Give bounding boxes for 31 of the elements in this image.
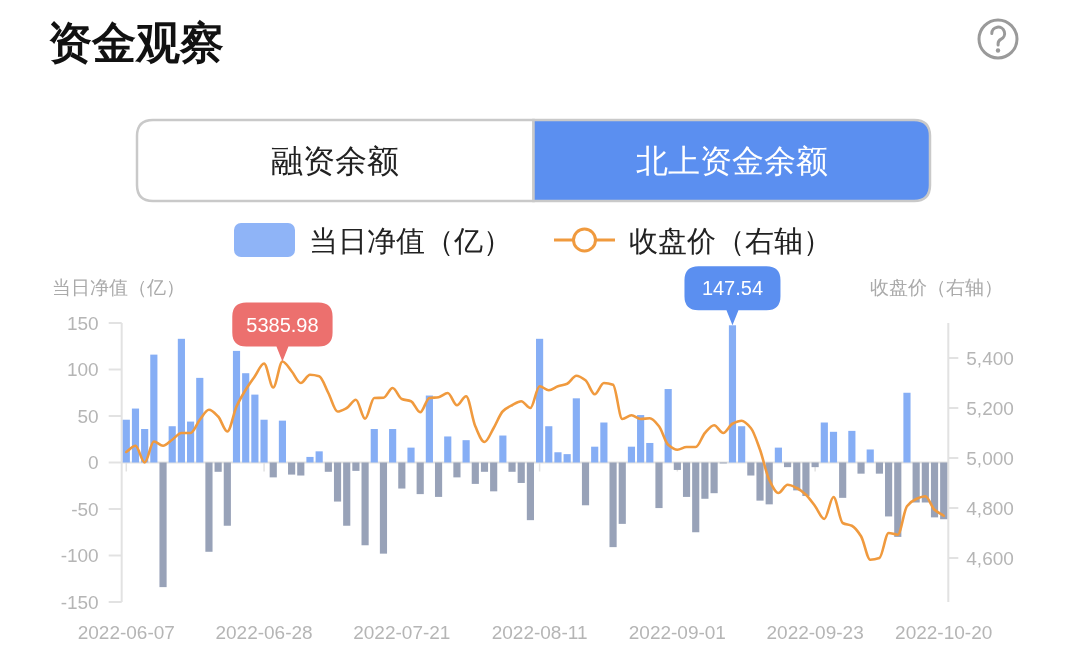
- x-tick-label: 2022-09-23: [766, 622, 864, 643]
- y2-tick-label: 5,400: [966, 347, 1014, 369]
- toggle-button: 北上资金余额: [532, 118, 932, 203]
- callout: 147.54: [684, 266, 781, 326]
- y2-tick-label: 5,000: [966, 447, 1014, 469]
- data-label: 147.54: [701, 277, 764, 300]
- y-tick-label: 0: [88, 452, 99, 473]
- y-tick-label: -100: [60, 545, 99, 566]
- x-tick-label: 2022-08-11: [491, 622, 588, 643]
- x-tick-label: 2022-09-01: [628, 622, 726, 643]
- data-label: 5385.98: [246, 313, 319, 336]
- y2-axis-title: 收盘价（右轴）: [870, 277, 1003, 298]
- callout: 5385.98: [232, 302, 333, 362]
- y-tick-label: 150: [67, 312, 99, 334]
- toggle-button: 融资余额: [135, 118, 535, 203]
- x-tick-label: 2022-06-28: [215, 622, 313, 643]
- y-tick-label: 100: [67, 359, 99, 380]
- y-tick-label: -150: [60, 591, 99, 613]
- legend-label: 当日净值（亿）: [309, 224, 512, 257]
- x-tick-label: 2022-07-21: [353, 622, 451, 643]
- y-axis-title: 当日净值（亿）: [52, 277, 185, 298]
- y-tick-label: -50: [71, 498, 99, 520]
- x-tick-label: 2022-06-07: [77, 622, 175, 643]
- y2-tick-label: 4,800: [966, 497, 1014, 519]
- y2-tick-label: 4,600: [966, 547, 1014, 569]
- y2-tick-label: 5,200: [966, 397, 1014, 419]
- y-tick-label: 50: [77, 405, 99, 427]
- x-tick-label: 2022-10-20: [895, 622, 993, 643]
- chart-subtitle: 北上资金余额: [635, 143, 828, 179]
- legend-label: 收盘价（右轴）: [629, 224, 832, 257]
- title: 资金观察: [48, 18, 224, 67]
